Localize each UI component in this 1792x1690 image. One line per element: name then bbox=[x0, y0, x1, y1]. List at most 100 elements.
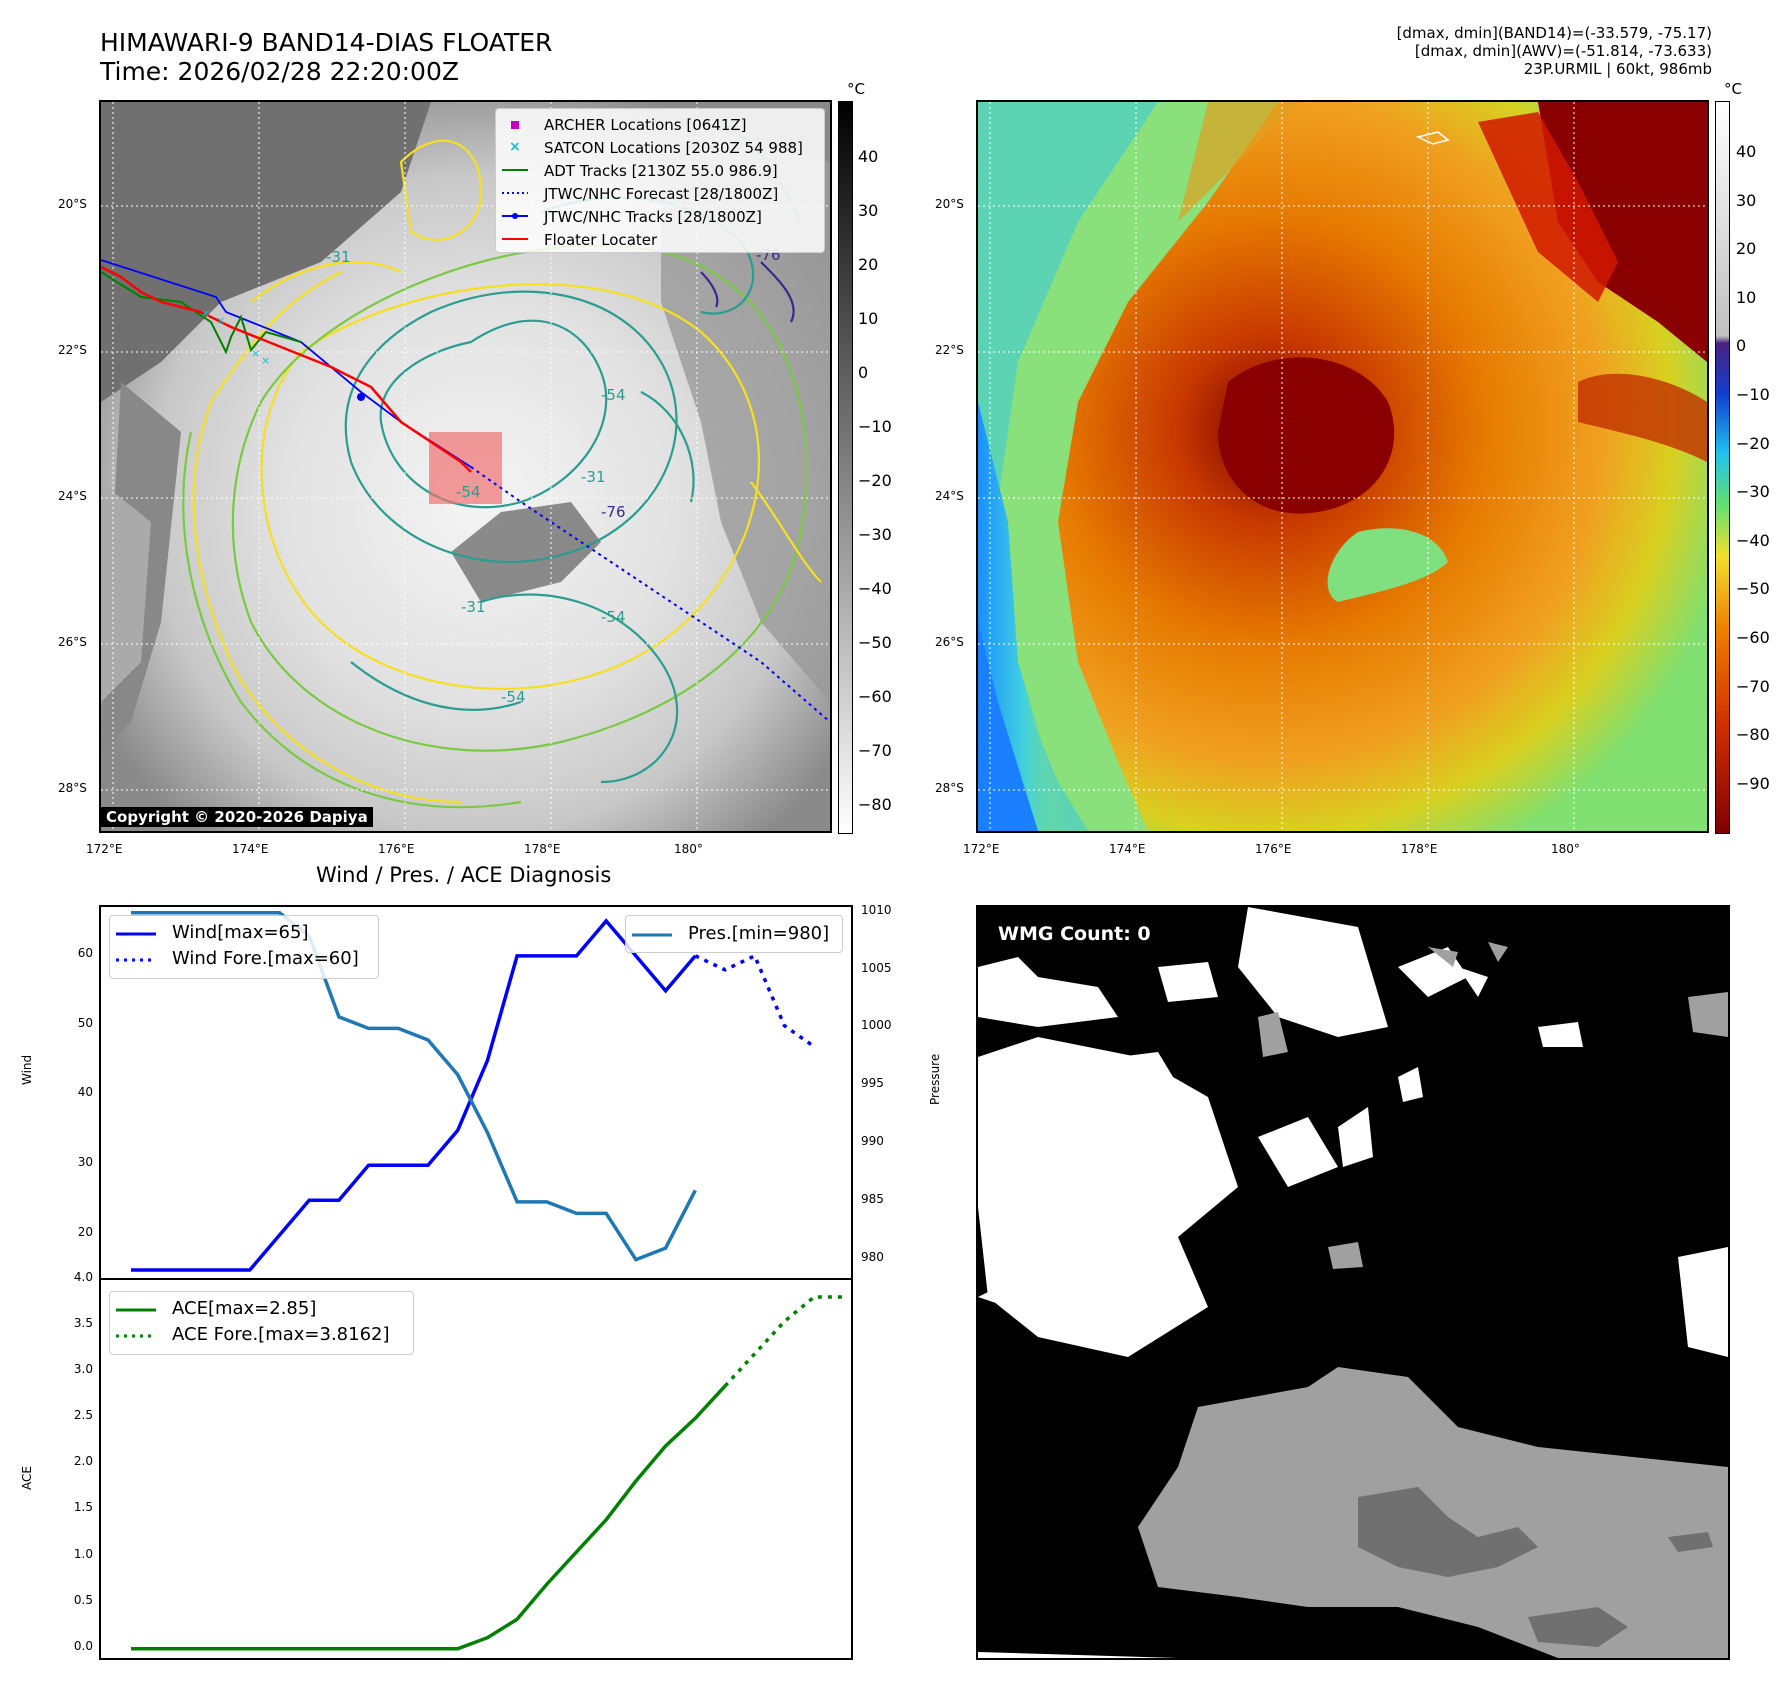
legend-adt: ADT Tracks [2130Z 55.0 986.9] bbox=[544, 162, 778, 180]
wind-forecast-series-line bbox=[694, 953, 816, 1049]
svg-text:×: × bbox=[251, 347, 260, 360]
chart-time: Time: 2026/02/28 22:20:00Z bbox=[100, 57, 459, 86]
pressure-tick: 985 bbox=[861, 1191, 884, 1206]
colorbar-tick: −60 bbox=[858, 687, 892, 706]
colorbar-tick: −40 bbox=[1736, 530, 1770, 550]
lon-label: 180° bbox=[1551, 842, 1580, 856]
pressure-legend: Pres.[min=980] bbox=[625, 915, 843, 953]
lat-label: 24°S bbox=[58, 489, 87, 503]
colorbar-tick: 10 bbox=[858, 309, 879, 328]
contour-label: -31 bbox=[461, 598, 486, 616]
colorbar-tick: −50 bbox=[858, 633, 892, 652]
info-storm: 23P.URMIL | 60kt, 986mb bbox=[1523, 60, 1712, 78]
colorbar-tick: −80 bbox=[1736, 725, 1770, 745]
ace-forecast-series-line bbox=[723, 1295, 844, 1388]
lat-label: 28°S bbox=[58, 781, 87, 795]
contour-label: -54 bbox=[601, 608, 626, 626]
colorbar-tick: −60 bbox=[1736, 628, 1770, 647]
wind-axis-label: Wind bbox=[20, 1054, 34, 1085]
svg-text:×: × bbox=[509, 139, 521, 155]
info-band14: [dmax, dmin](BAND14)=(-33.579, -75.17) bbox=[1396, 24, 1712, 42]
lon-label: 172°E bbox=[963, 842, 1000, 856]
colorbar-tick: 40 bbox=[1736, 142, 1757, 161]
ir-map-panel: × × × × -31 -54 -31 -54 -54 -31 -54 -76 -76… bbox=[99, 100, 832, 833]
lon-label: 172°E bbox=[86, 842, 123, 856]
colorbar-tick: −50 bbox=[1736, 579, 1770, 599]
contour-label: -31 bbox=[581, 468, 606, 486]
pressure-tick: 1010 bbox=[861, 902, 892, 917]
ace-tick: 1.0 bbox=[73, 1546, 93, 1561]
legend-jtwc-tracks: JTWC/NHC Tracks [28/1800Z] bbox=[544, 208, 762, 226]
wind-tick: 20 bbox=[77, 1225, 93, 1240]
wind-legend: Wind[max=65] Wind Fore.[max=60] bbox=[109, 915, 379, 979]
lon-label: 176°E bbox=[378, 842, 415, 856]
legend-floater: Floater Locater bbox=[544, 231, 658, 249]
legend-ace-forecast: ACE Fore.[max=3.8162] bbox=[172, 1324, 390, 1345]
ace-tick: 1.5 bbox=[73, 1500, 93, 1515]
colorbar-tick: 30 bbox=[858, 201, 879, 220]
colorbar-tick: −80 bbox=[858, 795, 892, 814]
awv-map-panel bbox=[976, 100, 1709, 833]
ace-tick: 2.5 bbox=[73, 1408, 93, 1423]
ace-tick: 3.5 bbox=[73, 1316, 93, 1331]
map-legend: × ARCHER Locations [0641Z] SATCON Locati… bbox=[495, 108, 825, 253]
colorbar-tick: −70 bbox=[858, 741, 892, 760]
colorbar-tick: −30 bbox=[1736, 482, 1770, 502]
lon-label: 176°E bbox=[1255, 842, 1292, 856]
legend-ace: ACE[max=2.85] bbox=[172, 1298, 317, 1319]
lat-label: 28°S bbox=[935, 781, 964, 795]
wind-tick: 50 bbox=[77, 1015, 93, 1030]
wind-tick: 40 bbox=[77, 1085, 93, 1100]
info-awv: [dmax, dmin](AWV)=(-51.814, -73.633) bbox=[1414, 42, 1712, 60]
svg-text:×: × bbox=[216, 314, 225, 327]
pressure-tick: 1005 bbox=[861, 960, 892, 975]
colorbar-tick: 10 bbox=[1736, 287, 1757, 307]
awv-map-image bbox=[978, 102, 1707, 831]
ace-legend: ACE[max=2.85] ACE Fore.[max=3.8162] bbox=[109, 1291, 414, 1355]
ace-tick: 3.0 bbox=[73, 1362, 93, 1377]
contour-label: -54 bbox=[456, 483, 481, 501]
legend-wind-forecast: Wind Fore.[max=60] bbox=[172, 948, 359, 969]
colorbar-tick: −20 bbox=[858, 471, 892, 490]
legend-archer: ARCHER Locations [0641Z] bbox=[544, 116, 747, 134]
chart-title: HIMAWARI-9 BAND14-DIAS FLOATER bbox=[100, 28, 553, 57]
colorbar-tick: −40 bbox=[858, 579, 892, 598]
colorbar-tick: −90 bbox=[1736, 773, 1770, 793]
contour-label: -76 bbox=[601, 503, 626, 521]
lon-label: 174°E bbox=[232, 842, 269, 856]
legend-jtwc-forecast: JTWC/NHC Forecast [28/1800Z] bbox=[544, 185, 779, 203]
lon-label: 174°E bbox=[1109, 842, 1146, 856]
lat-label: 22°S bbox=[935, 343, 964, 357]
contour-label: -31 bbox=[326, 248, 351, 266]
pressure-series-line bbox=[131, 911, 697, 1262]
lat-label: 22°S bbox=[58, 343, 87, 357]
wind-tick: 60 bbox=[77, 945, 93, 960]
colorbar-tick: 0 bbox=[1736, 336, 1747, 356]
copyright-badge: Copyright © 2020-2026 Dapiya bbox=[101, 807, 373, 827]
lat-label: 26°S bbox=[935, 635, 964, 649]
lat-label: 24°S bbox=[935, 489, 964, 503]
ace-tick: 0.0 bbox=[73, 1638, 93, 1653]
colorbar-gray bbox=[838, 101, 853, 834]
colorbar-tick: 0 bbox=[858, 363, 869, 382]
colorbar-tick: 30 bbox=[1736, 190, 1757, 210]
legend-wind: Wind[max=65] bbox=[172, 922, 309, 943]
colorbar-unit: °C bbox=[1724, 80, 1742, 98]
legend-satcon: SATCON Locations [2030Z 54 988] bbox=[544, 139, 803, 157]
colorbar-tick: 20 bbox=[858, 255, 879, 274]
diagnosis-plot bbox=[101, 911, 851, 1651]
colorbar-tick: −10 bbox=[1736, 385, 1770, 404]
lon-label: 178°E bbox=[1401, 842, 1438, 856]
ace-tick: 2.0 bbox=[73, 1454, 93, 1469]
wmg-image bbox=[978, 907, 1728, 1658]
colorbar-tick: −20 bbox=[1736, 433, 1770, 453]
lon-label: 180° bbox=[674, 842, 703, 856]
wind-tick: 30 bbox=[77, 1155, 93, 1170]
diagnosis-panel: Wind[max=65] Wind Fore.[max=60] Pres.[mi… bbox=[99, 905, 853, 1660]
contour-label: -54 bbox=[601, 386, 626, 404]
pressure-tick: 995 bbox=[861, 1076, 884, 1091]
colorbar-color bbox=[1715, 101, 1730, 834]
ace-series-line bbox=[131, 1384, 727, 1651]
lat-label: 20°S bbox=[935, 197, 964, 211]
ace-tick: 4.0 bbox=[73, 1270, 93, 1284]
